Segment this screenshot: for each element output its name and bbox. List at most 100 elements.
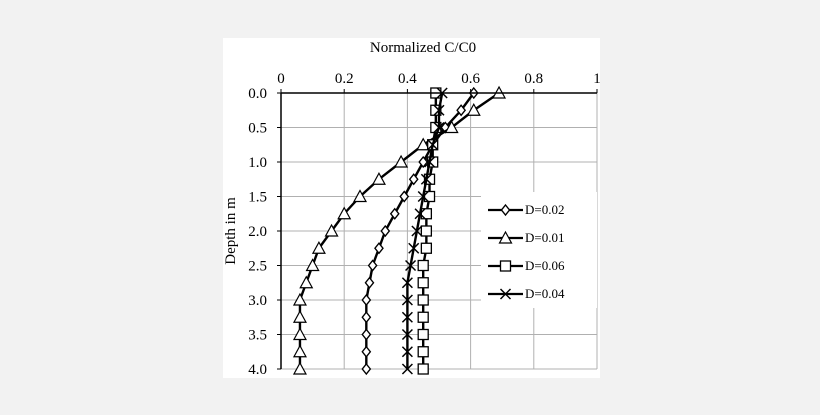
legend-label: D=0.04 (525, 286, 565, 301)
data-point-x (411, 225, 423, 237)
data-point-x (414, 208, 426, 220)
data-point-x (401, 311, 413, 323)
data-point-triangle (299, 275, 314, 289)
data-point-square (417, 328, 429, 341)
y-tick-label: 0.5 (248, 121, 267, 137)
data-point-triangle (305, 258, 320, 272)
data-point-x (408, 242, 420, 254)
data-point-triangle (416, 137, 431, 151)
data-point-x (401, 328, 413, 341)
data-point-triangle (466, 102, 481, 116)
data-point-triangle (324, 223, 339, 237)
data-point-x (417, 190, 429, 203)
x-marker-stroke (417, 190, 429, 203)
x-marker-stroke (433, 104, 445, 116)
y-tick-label: 3.0 (248, 293, 267, 309)
legend: D=0.02 D=0.01 D=0.06 D=0.04 (481, 192, 597, 308)
data-point-triangle (371, 171, 386, 185)
legend-entry: D=0.01 (488, 230, 564, 245)
y-tick-label: 1.0 (248, 155, 267, 171)
data-point-diamond (361, 311, 372, 324)
data-point-triangle (498, 230, 513, 244)
x-marker-stroke (433, 121, 445, 134)
x-tick-label: 0.2 (335, 71, 354, 87)
data-point-square (427, 156, 439, 168)
legend-entry: D=0.02 (488, 202, 564, 217)
data-point-x (401, 346, 413, 358)
data-point-square (417, 346, 429, 358)
data-point-diamond (408, 173, 419, 186)
y-axis-title: Depth in m (223, 197, 239, 265)
data-point-x (433, 121, 445, 134)
x-marker-stroke (401, 363, 413, 375)
x-marker-stroke (401, 311, 413, 323)
data-point-diamond (361, 362, 372, 376)
data-point-triangle (352, 189, 368, 203)
x-marker-stroke (411, 225, 423, 237)
data-point-x (401, 363, 413, 375)
data-point-x (401, 294, 413, 306)
x-marker-stroke (499, 288, 512, 300)
chart-figure: 0 0.2 0.4 0.6 0.8 1 0.0 0.5 1.0 1.5 2.0 2.5 3.0 3.5 4.… (223, 38, 600, 378)
legend-entry: D=0.04 (488, 286, 565, 301)
data-point-diamond (399, 190, 410, 203)
legend-label: D=0.06 (525, 258, 565, 273)
y-tick-label: 2.5 (248, 259, 267, 275)
data-point-x (499, 288, 512, 300)
legend-background (481, 192, 597, 308)
data-point-square (499, 260, 512, 272)
data-point-square (417, 294, 429, 306)
data-point-x (420, 173, 432, 185)
data-point-square (417, 363, 429, 375)
data-point-diamond (380, 224, 391, 238)
data-point-triangle (292, 361, 307, 375)
data-point-square (420, 242, 433, 254)
data-point-square (420, 225, 433, 237)
x-tick-label: 0.8 (524, 71, 543, 87)
data-point-x (423, 156, 436, 168)
axes: 0 0.2 0.4 0.6 0.8 1 0.0 0.5 1.0 1.5 2.0 2.5 3.0 3.5 4.… (248, 71, 600, 378)
data-point-diamond (374, 242, 384, 255)
legend-entry: D=0.06 (488, 258, 565, 273)
data-point-square (417, 311, 429, 323)
data-point-triangle (444, 120, 459, 134)
data-point-square (417, 277, 429, 289)
x-marker-stroke (408, 242, 420, 254)
data-point-triangle (394, 154, 409, 168)
x-marker-stroke (401, 294, 413, 306)
legend-label: D=0.01 (525, 230, 564, 245)
x-tick-label: 0.6 (461, 71, 480, 87)
data-point-triangle (337, 206, 352, 220)
x-axis-title: Normalized C/C0 (370, 40, 476, 56)
data-point-diamond (361, 293, 372, 307)
series-d-0-04 (401, 87, 448, 375)
data-point-x (427, 139, 439, 151)
y-tick-label: 4.0 (248, 362, 267, 378)
y-tick-label: 2.0 (248, 224, 267, 240)
data-point-square (420, 208, 433, 220)
x-marker-stroke (423, 156, 436, 168)
x-marker-stroke (427, 139, 439, 151)
y-tick-label: 3.5 (248, 328, 267, 344)
data-point-triangle (292, 344, 307, 358)
legend-label: D=0.02 (525, 202, 564, 217)
y-tick-label: 1.5 (248, 190, 267, 206)
data-point-square (423, 190, 436, 203)
series-layer (292, 85, 507, 376)
x-marker-stroke (401, 328, 413, 341)
data-point-x (401, 277, 413, 289)
x-marker-stroke (414, 208, 426, 220)
data-point-diamond (389, 207, 400, 220)
data-point-square (430, 121, 442, 134)
data-point-square (430, 104, 442, 116)
line-chart: 0 0.2 0.4 0.6 0.8 1 0.0 0.5 1.0 1.5 2.0 2.5 3.0 3.5 4.… (223, 40, 600, 378)
y-tick-label: 0.0 (248, 86, 267, 102)
data-point-triangle (292, 292, 307, 306)
x-tick-label: 0.4 (398, 71, 417, 87)
x-marker-stroke (405, 259, 417, 272)
data-point-diamond (456, 104, 467, 117)
data-point-diamond (418, 155, 429, 169)
data-point-square (423, 173, 436, 185)
x-tick-label: 0 (277, 71, 285, 87)
data-point-triangle (292, 327, 307, 341)
